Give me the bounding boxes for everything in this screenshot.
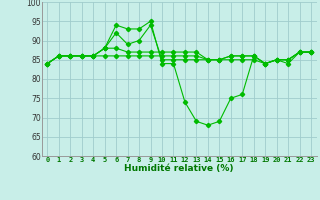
X-axis label: Humidité relative (%): Humidité relative (%) [124, 164, 234, 173]
